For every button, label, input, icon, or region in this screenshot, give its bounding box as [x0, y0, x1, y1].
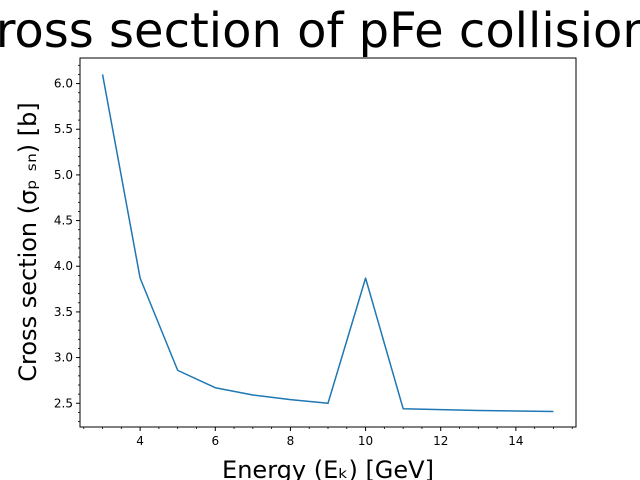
x-tick-label: 10 [358, 434, 373, 448]
x-tick-label: 12 [433, 434, 448, 448]
data-points [102, 73, 555, 412]
data-point [365, 277, 367, 279]
chart-title: Cross section of pFe collisions [0, 3, 640, 59]
y-tick-label: 5.5 [54, 122, 73, 136]
data-point [477, 410, 479, 412]
data-point [102, 73, 104, 75]
x-tick-label: 8 [287, 434, 295, 448]
plot-area [79, 57, 577, 428]
data-point [139, 277, 141, 279]
data-point [289, 399, 291, 401]
y-tick-label: 3.0 [54, 351, 73, 365]
y-tick-label: 5.0 [54, 168, 73, 182]
x-tick-label: 4 [136, 434, 144, 448]
y-tick-label: 3.5 [54, 305, 73, 319]
y-tick-label: 6.0 [54, 77, 73, 91]
x-axis-label: Energy (Eₖ) [GeV] [222, 456, 434, 480]
data-point [552, 410, 554, 412]
data-point [327, 402, 329, 404]
y-tick-label: 4.5 [54, 214, 73, 228]
data-point [177, 369, 179, 371]
data-point [252, 394, 254, 396]
data-point [515, 410, 517, 412]
x-tick-label: 14 [508, 434, 523, 448]
data-point [402, 408, 404, 410]
series-line [101, 74, 554, 413]
axis-ticks: 4 6 8 10 12 14 2.5 3.0 3.5 4.0 4.5 5.0 5.5 6.0 [54, 64, 573, 448]
y-tick-label: 2.5 [54, 396, 73, 410]
data-point [214, 387, 216, 389]
data-point [440, 409, 442, 411]
x-tick-label: 6 [211, 434, 219, 448]
y-tick-label: 4.0 [54, 259, 73, 273]
y-axis-label: Cross section (σₚ ₛₙ) [b] [14, 102, 42, 381]
